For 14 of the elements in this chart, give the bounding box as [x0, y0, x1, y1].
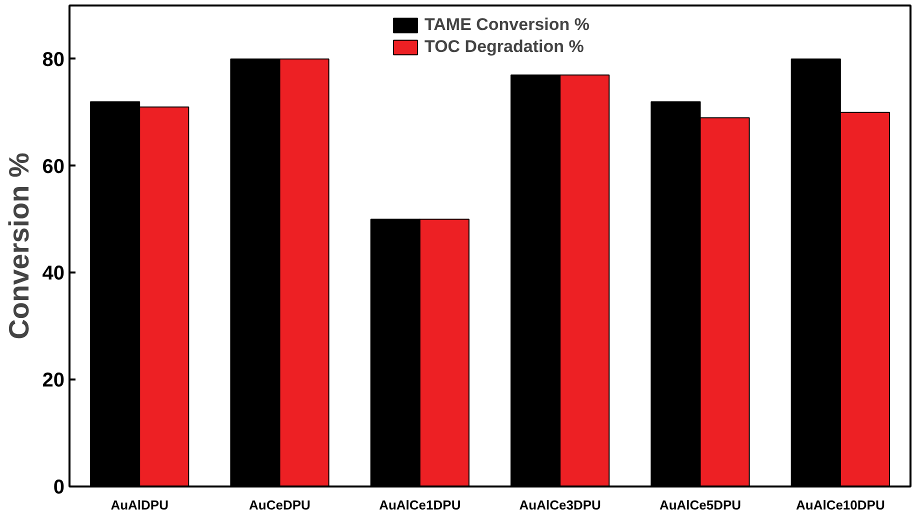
- y-axis-title: Conversion %: [3, 152, 34, 340]
- x-tick-label: AuAlCe3DPU: [519, 498, 601, 512]
- x-tick-label: AuCeDPU: [249, 498, 310, 512]
- legend-label: TOC Degradation %: [424, 37, 584, 57]
- y-tick-label: 20: [42, 370, 65, 392]
- x-tick-label: AuAlDPU: [110, 498, 168, 512]
- legend-label: TAME Conversion %: [424, 15, 590, 35]
- y-tick-label: 80: [42, 48, 65, 71]
- x-tick-label: AuAlCe10DPU: [796, 498, 885, 512]
- x-tick-label: AuAlCe5DPU: [659, 498, 742, 512]
- x-tick-label: AuAlCe1DPU: [379, 498, 461, 512]
- y-tick-label: 40: [42, 262, 65, 285]
- y-tick-label: 0: [53, 476, 64, 498]
- y-tick-label: 60: [42, 156, 65, 178]
